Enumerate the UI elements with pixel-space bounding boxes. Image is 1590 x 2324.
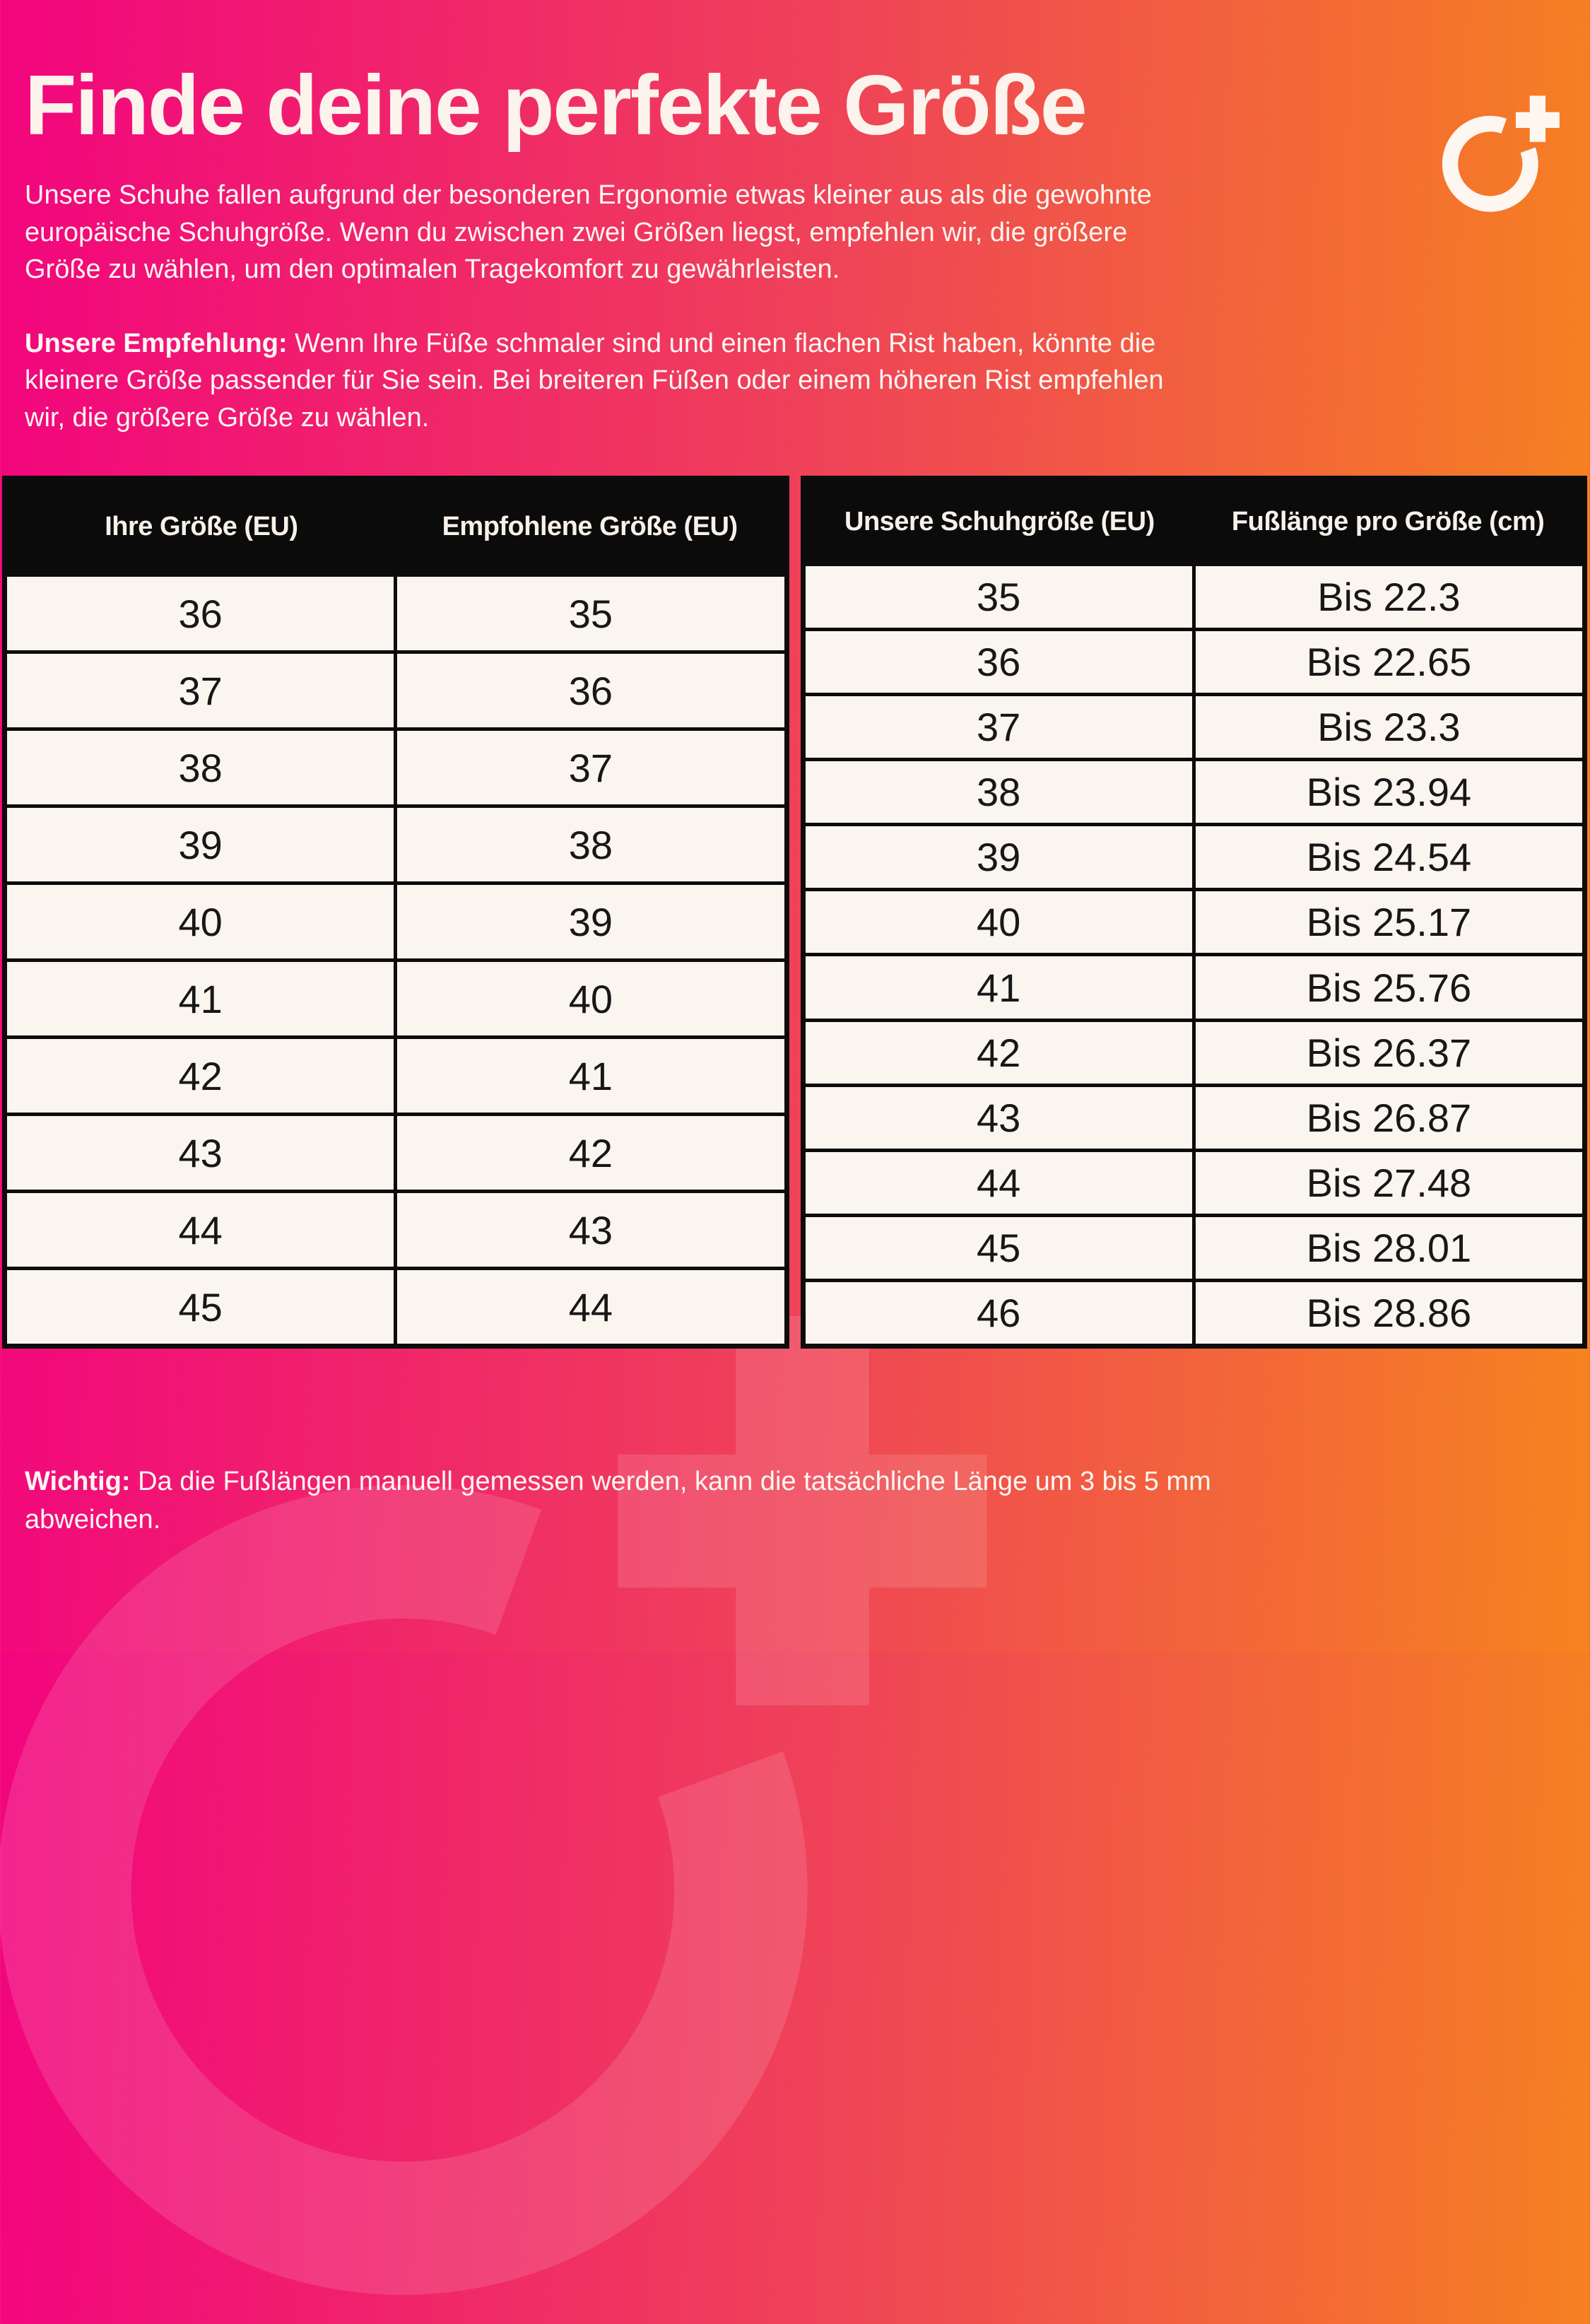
column-header-our-shoe-size: Unsere Schuhgröße (EU) [803,478,1194,567]
table-cell: 36 [394,650,789,732]
table-cell: Bis 26.87 [1191,1083,1587,1152]
table-cell: 37 [394,727,789,809]
table-body: 35 Bis 22.3 36 Bis 22.65 37 Bis 23.3 38 Bis 23.… [801,563,1587,1349]
table-row: 41 Bis 25.76 [801,953,1587,1022]
table-cell: 36 [801,628,1196,697]
table-cell: 37 [2,650,398,732]
table-cell: 45 [801,1213,1196,1282]
table-cell: 39 [394,881,789,963]
table-row: 44 43 [2,1190,789,1271]
table-cell: 43 [2,1113,398,1194]
table-cell: Bis 25.76 [1191,953,1587,1022]
table-cell: Bis 26.37 [1191,1018,1587,1087]
table-head: Unsere Schuhgröße (EU) Fußlänge pro Größ… [803,478,1585,567]
table-cell: 38 [2,727,398,809]
table-cell: Bis 24.54 [1191,823,1587,892]
table-cell: 39 [2,804,398,886]
table-cell: 44 [801,1148,1196,1217]
table-cell: 42 [394,1113,789,1194]
table-row: 40 Bis 25.17 [801,888,1587,957]
table-body: 36 35 37 36 38 37 39 38 40 39 41 40 42 41 43 42 44 43 45 44 [2,573,789,1349]
table-cell: Bis 23.3 [1191,693,1587,762]
table-row: 36 Bis 22.65 [801,628,1587,697]
recommendation-paragraph: Unsere Empfehlung: Wenn Ihre Füße schmal… [0,325,1590,436]
table-row: 42 41 [2,1035,789,1117]
table-cell: 41 [2,958,398,1040]
table-row: 39 38 [2,804,789,886]
table-cell: 39 [801,823,1196,892]
table-cell: Bis 25.17 [1191,888,1587,957]
page-title: Finde deine perfekte Größe [25,58,1088,153]
table-cell: Bis 22.3 [1191,563,1587,632]
table-row: 38 Bis 23.94 [801,758,1587,827]
table-cell: 41 [801,953,1196,1022]
size-recommendation-table: Ihre Größe (EU) Empfohlene Größe (EU) 36… [2,476,789,1349]
table-header-row: Unsere Schuhgröße (EU) Fußlänge pro Größ… [803,478,1585,567]
recommendation-text: Wenn Ihre Füße schmaler sind und einen f… [25,328,1164,433]
table-cell: 41 [394,1035,789,1117]
important-note: Wichtig: Da die Fußlängen manuell gemess… [0,1463,1590,1539]
table-cell: 38 [394,804,789,886]
o-plus-logo-icon [1442,93,1563,215]
table-row: 42 Bis 26.37 [801,1018,1587,1087]
table-cell: 38 [801,758,1196,827]
table-cell: 44 [394,1267,789,1349]
table-row: 38 37 [2,727,789,809]
column-header-your-size: Ihre Größe (EU) [4,478,396,577]
table-cell: 43 [394,1190,789,1271]
table-cell: 45 [2,1267,398,1349]
table-cell: Bis 28.86 [1191,1278,1587,1349]
table-cell: Bis 27.48 [1191,1148,1587,1217]
important-note-lead: Wichtig: [25,1467,131,1497]
table-cell: 36 [2,573,398,655]
table-row: 35 Bis 22.3 [801,563,1587,632]
table-cell: 40 [801,888,1196,957]
table-row: 45 44 [2,1267,789,1349]
intro-paragraph: Unsere Schuhe fallen aufgrund der besond… [25,180,1152,285]
table-cell: 46 [801,1278,1196,1349]
table-row: 37 36 [2,650,789,732]
column-header-foot-length: Fußlänge pro Größe (cm) [1194,478,1585,567]
table-cell: 43 [801,1083,1196,1152]
column-header-recommended-size: Empfohlene Größe (EU) [395,478,787,577]
table-row: 36 35 [2,573,789,655]
table-cell: 35 [801,563,1196,632]
table-row: 44 Bis 27.48 [801,1148,1587,1217]
table-row: 37 Bis 23.3 [801,693,1587,762]
table-row: 39 Bis 24.54 [801,823,1587,892]
size-tables-section: Ihre Größe (EU) Empfohlene Größe (EU) 36… [2,476,1587,1349]
intro-section: Unsere Schuhe fallen aufgrund der besond… [0,177,1590,436]
table-cell: 37 [801,693,1196,762]
table-row: 40 39 [2,881,789,963]
table-cell: Bis 22.65 [1191,628,1587,697]
table-row: 43 Bis 26.87 [801,1083,1587,1152]
table-row: 43 42 [2,1113,789,1194]
table-head: Ihre Größe (EU) Empfohlene Größe (EU) [4,478,787,577]
table-row: 46 Bis 28.86 [801,1278,1587,1349]
table-cell: 42 [2,1035,398,1117]
table-row: 45 Bis 28.01 [801,1213,1587,1282]
table-cell: 42 [801,1018,1196,1087]
table-cell: 40 [394,958,789,1040]
recommendation-lead: Unsere Empfehlung: [25,328,288,358]
table-row: 41 40 [2,958,789,1040]
table-header-row: Ihre Größe (EU) Empfohlene Größe (EU) [4,478,787,577]
foot-length-table: Unsere Schuhgröße (EU) Fußlänge pro Größ… [800,476,1587,1349]
table-cell: 35 [394,573,789,655]
table-cell: 44 [2,1190,398,1271]
table-cell: 40 [2,881,398,963]
table-cell: Bis 28.01 [1191,1213,1587,1282]
table-cell: Bis 23.94 [1191,758,1587,827]
important-note-text: Da die Fußlängen manuell gemessen werden… [25,1467,1211,1534]
